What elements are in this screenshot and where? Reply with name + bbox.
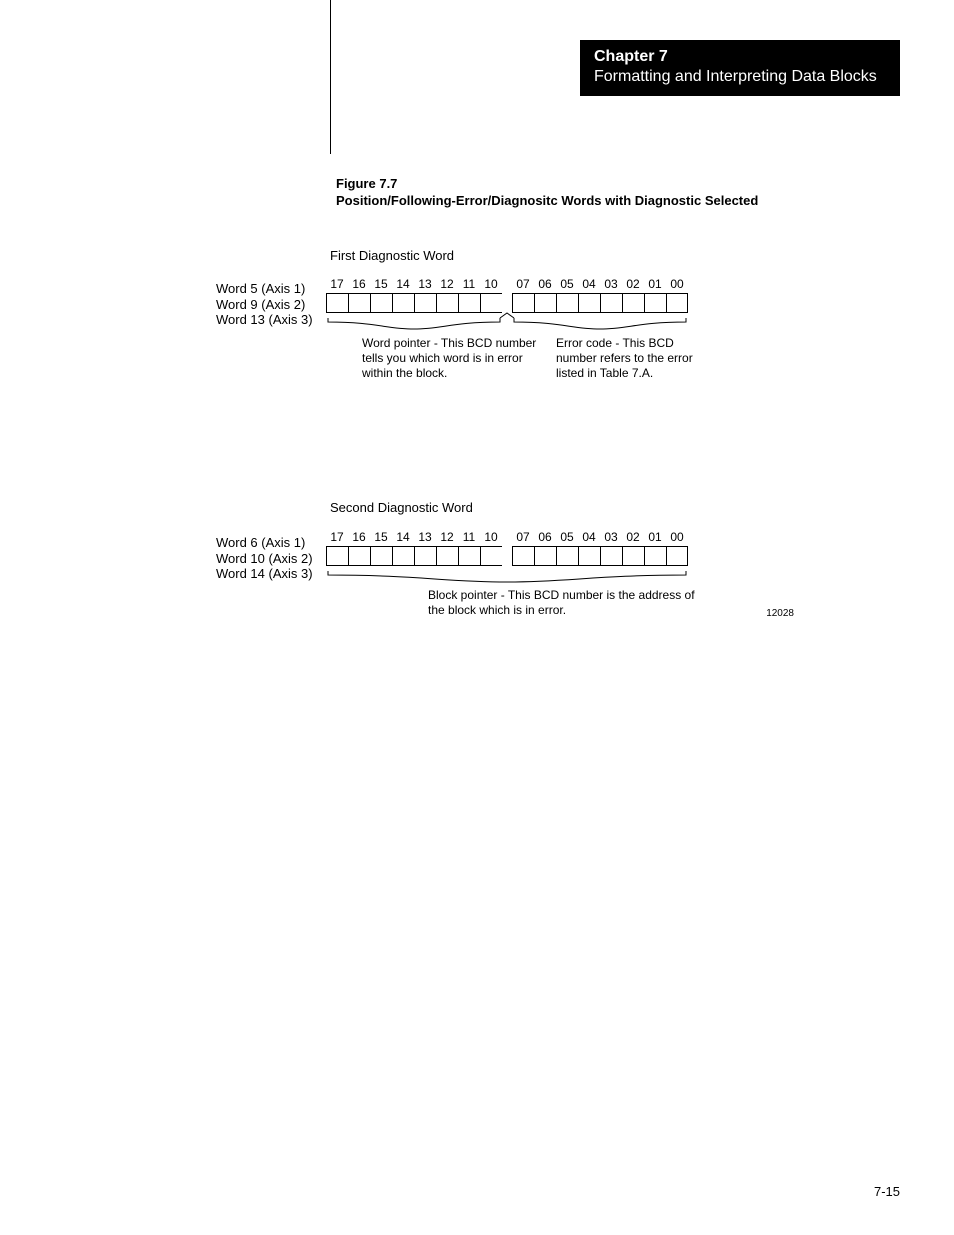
bit-cell	[480, 293, 502, 313]
left-margin-rule	[330, 0, 331, 154]
bit-cell	[644, 293, 666, 313]
bit-label: 12	[436, 277, 458, 291]
bit-cell	[578, 293, 600, 313]
block-pointer-callout: Block pointer - This BCD number is the a…	[428, 588, 708, 618]
first-word-cells	[326, 293, 688, 313]
bit-label: 11	[458, 530, 480, 544]
bit-cell	[436, 293, 458, 313]
second-word-connector-icon	[326, 566, 698, 586]
bit-label: 12	[436, 530, 458, 544]
bit-label: 02	[622, 530, 644, 544]
bit-cell	[534, 546, 556, 566]
bit-cell	[348, 546, 370, 566]
bit-label: 07	[512, 277, 534, 291]
figure-caption: Figure 7.7 Position/Following-Error/Diag…	[336, 176, 758, 208]
bit-label: 04	[578, 530, 600, 544]
bit-label: 14	[392, 277, 414, 291]
bit-label: 11	[458, 277, 480, 291]
bit-cell	[622, 546, 644, 566]
axis-line: Word 5 (Axis 1)	[216, 281, 313, 297]
bit-label: 10	[480, 277, 502, 291]
bit-cell	[480, 546, 502, 566]
bit-label: 10	[480, 530, 502, 544]
bit-label: 01	[644, 277, 666, 291]
second-word-cells	[326, 546, 688, 566]
bit-cell	[666, 546, 688, 566]
bit-cell	[414, 293, 436, 313]
second-word-axis-labels: Word 6 (Axis 1) Word 10 (Axis 2) Word 14…	[216, 535, 313, 582]
first-word-axis-labels: Word 5 (Axis 1) Word 9 (Axis 2) Word 13 …	[216, 281, 313, 328]
second-word-bit-numbers: 17 16 15 14 13 12 11 10 07 06 05 04 03 0…	[326, 530, 688, 544]
bit-cell	[392, 546, 414, 566]
bit-cell	[458, 546, 480, 566]
bit-cell	[392, 293, 414, 313]
figure-code: 12028	[766, 608, 794, 619]
bit-cell	[348, 293, 370, 313]
bit-label: 07	[512, 530, 534, 544]
bit-label: 00	[666, 530, 688, 544]
axis-line: Word 10 (Axis 2)	[216, 551, 313, 567]
bit-cell	[370, 293, 392, 313]
bit-label: 17	[326, 277, 348, 291]
bit-cell	[326, 293, 348, 313]
bit-cell	[326, 546, 348, 566]
bit-cell	[556, 293, 578, 313]
bit-cell	[578, 546, 600, 566]
bit-label: 16	[348, 530, 370, 544]
axis-line: Word 6 (Axis 1)	[216, 535, 313, 551]
axis-line: Word 9 (Axis 2)	[216, 297, 313, 313]
bit-label: 15	[370, 277, 392, 291]
bit-cell	[370, 546, 392, 566]
figure-title: Position/Following-Error/Diagnositc Word…	[336, 193, 758, 208]
bit-cell	[458, 293, 480, 313]
chapter-number: Chapter 7	[594, 48, 886, 66]
bit-label: 17	[326, 530, 348, 544]
first-word-connectors-icon	[326, 313, 698, 335]
bit-label: 05	[556, 530, 578, 544]
bit-label: 01	[644, 530, 666, 544]
bit-label: 03	[600, 277, 622, 291]
bit-cell	[512, 546, 534, 566]
second-diagnostic-label: Second Diagnostic Word	[330, 500, 473, 515]
bit-label: 06	[534, 277, 556, 291]
bit-cell	[600, 293, 622, 313]
bit-cell	[666, 293, 688, 313]
bit-cell	[622, 293, 644, 313]
bit-label: 05	[556, 277, 578, 291]
bit-label: 13	[414, 277, 436, 291]
bit-label: 00	[666, 277, 688, 291]
bit-cell	[556, 546, 578, 566]
bit-cell	[436, 546, 458, 566]
first-diagnostic-label: First Diagnostic Word	[330, 248, 454, 263]
bit-label: 03	[600, 530, 622, 544]
bit-cell	[534, 293, 556, 313]
bit-label: 02	[622, 277, 644, 291]
bit-label: 04	[578, 277, 600, 291]
axis-line: Word 13 (Axis 3)	[216, 312, 313, 328]
word-pointer-callout: Word pointer - This BCD number tells you…	[362, 336, 542, 381]
bit-label: 06	[534, 530, 556, 544]
first-word-bit-numbers: 17 16 15 14 13 12 11 10 07 06 05 04 03 0…	[326, 277, 688, 291]
bit-cell	[600, 546, 622, 566]
chapter-subtitle: Formatting and Interpreting Data Blocks	[594, 68, 886, 86]
bit-label: 14	[392, 530, 414, 544]
page-number: 7-15	[874, 1184, 900, 1199]
bit-label: 15	[370, 530, 392, 544]
bit-label: 16	[348, 277, 370, 291]
error-code-callout: Error code - This BCD number refers to t…	[556, 336, 716, 381]
bit-cell	[644, 546, 666, 566]
axis-line: Word 14 (Axis 3)	[216, 566, 313, 582]
chapter-header-box: Chapter 7 Formatting and Interpreting Da…	[580, 40, 900, 96]
bit-label: 13	[414, 530, 436, 544]
bit-cell	[512, 293, 534, 313]
figure-number: Figure 7.7	[336, 176, 758, 191]
bit-cell	[414, 546, 436, 566]
